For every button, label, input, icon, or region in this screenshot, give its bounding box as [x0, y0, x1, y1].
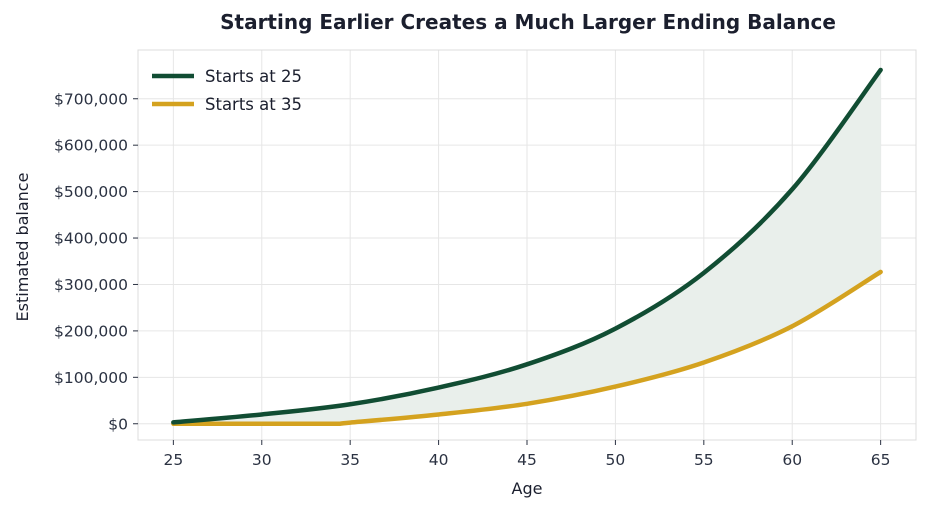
x-tick-label: 45 [517, 451, 537, 469]
legend-label: Starts at 25 [205, 67, 302, 86]
y-tick-label: $300,000 [54, 276, 128, 294]
y-tick-label: $0 [108, 415, 128, 433]
x-tick-label: 50 [606, 451, 626, 469]
x-tick-label: 25 [163, 451, 183, 469]
x-tick-label: 60 [782, 451, 802, 469]
y-tick-label: $200,000 [54, 322, 128, 340]
x-tick-label: 65 [871, 451, 891, 469]
x-axis-label: Age [512, 479, 543, 498]
y-tick-label: $600,000 [54, 137, 128, 155]
y-axis: $0 $100,000 $200,000 $300,000 $400,000 $500,0… [54, 90, 138, 433]
series-line-starts-at-25 [171, 67, 883, 425]
gap-fill-area [173, 69, 881, 424]
y-tick-label: $100,000 [54, 369, 128, 387]
chart-title: Starting Earlier Creates a Much Larger E… [220, 10, 836, 34]
y-tick-label: $400,000 [54, 230, 128, 248]
y-tick-label: $500,000 [54, 183, 128, 201]
legend: Starts at 25 Starts at 35 [152, 67, 302, 114]
x-tick-label: 55 [694, 451, 714, 469]
y-tick-label: $700,000 [54, 90, 128, 108]
x-tick-label: 30 [252, 451, 272, 469]
x-axis: 25 30 35 40 45 50 55 60 65 [163, 440, 891, 469]
series-line-starts-at-35 [171, 269, 883, 427]
y-axis-label: Estimated balance [13, 173, 32, 322]
legend-label: Starts at 35 [205, 95, 302, 114]
x-tick-label: 40 [429, 451, 449, 469]
x-tick-label: 35 [340, 451, 360, 469]
series-layer [171, 67, 883, 427]
